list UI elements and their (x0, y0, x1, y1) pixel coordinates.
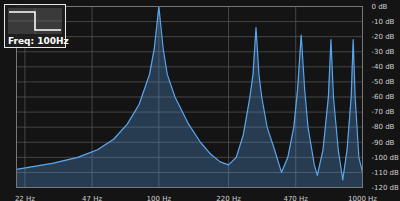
svg-text:-40 dB: -40 dB (372, 63, 395, 71)
svg-text:-80 dB: -80 dB (372, 123, 395, 131)
svg-text:-90 dB: -90 dB (372, 138, 395, 146)
svg-text:22 Hz: 22 Hz (15, 195, 35, 201)
svg-text:47 Hz: 47 Hz (82, 195, 102, 201)
html-text:Freq: 100Hz: Freq: 100Hz (8, 36, 69, 46)
svg-text:-30 dB: -30 dB (372, 48, 395, 56)
svg-text:-70 dB: -70 dB (372, 108, 395, 116)
svg-text:-110 dB: -110 dB (372, 169, 400, 177)
svg-text:-50 dB: -50 dB (372, 78, 395, 86)
svg-text:100 Hz: 100 Hz (147, 195, 172, 201)
svg-text:1000 Hz: 1000 Hz (348, 195, 377, 201)
svg-text:-120 dB: -120 dB (372, 184, 400, 192)
svg-text:470 Hz: 470 Hz (283, 195, 308, 201)
svg-text:-10 dB: -10 dB (372, 18, 395, 26)
svg-text:-100 dB: -100 dB (372, 154, 400, 162)
svg-text:0 dB: 0 dB (372, 3, 388, 11)
svg-text:-60 dB: -60 dB (372, 93, 395, 101)
svg-text:220 Hz: 220 Hz (216, 195, 241, 201)
svg-text:-20 dB: -20 dB (372, 33, 395, 41)
